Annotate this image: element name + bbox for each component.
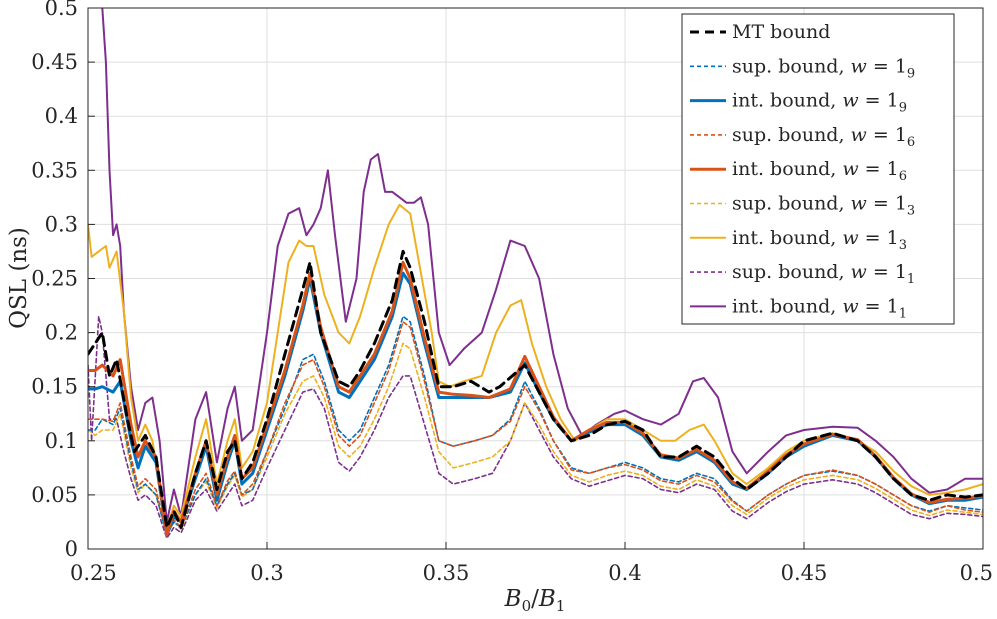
legend-entry: sup. bound, w = 11 <box>732 261 915 287</box>
tick-marks <box>87 7 984 550</box>
y-tick-label: 0 <box>65 537 78 561</box>
y-tick-label: 0.05 <box>31 483 78 507</box>
y-tick-label: 0.35 <box>31 158 78 182</box>
legend-entry: sup. bound, w = 16 <box>732 124 915 150</box>
legend-entry: sup. bound, w = 19 <box>732 55 915 81</box>
series-line <box>101 8 983 523</box>
x-tick-label: 0.3 <box>250 561 283 585</box>
legend-entry: int. bound, w = 13 <box>732 227 907 253</box>
y-tick-label: 0.3 <box>45 212 78 236</box>
y-tick-label: 0.1 <box>45 429 78 453</box>
y-tick-label: 0.4 <box>45 104 78 128</box>
legend-entry: sup. bound, w = 13 <box>732 193 915 219</box>
y-tick-label: 0.15 <box>31 375 78 399</box>
x-tick-label: 0.5 <box>960 561 993 585</box>
x-tick-label: 0.25 <box>70 561 117 585</box>
x-axis-label: B0/B1 <box>504 586 566 615</box>
y-axis-label: QSL (ns) <box>6 227 32 329</box>
x-tick-label: 0.35 <box>423 561 470 585</box>
legend-entry: int. bound, w = 11 <box>732 295 907 321</box>
x-tick-label: 0.4 <box>608 561 641 585</box>
y-tick-label: 0.45 <box>31 50 78 74</box>
y-tick-label: 0.2 <box>45 321 78 345</box>
series-line <box>88 249 983 529</box>
legend: MT bound sup. bound, w = 19 int. bound, w … <box>681 13 955 325</box>
legend-box <box>681 13 955 325</box>
series-line <box>88 321 983 536</box>
legend-entry: int. bound, w = 16 <box>732 158 907 184</box>
series-group <box>88 8 983 539</box>
y-tick-label: 0.25 <box>31 267 78 291</box>
legend-entry: MT bound <box>732 21 830 43</box>
series-line <box>88 315 983 539</box>
x-tick-labels: 0.25 0.3 0.35 0.4 0.45 0.5 <box>70 561 993 585</box>
y-tick-label: 0.5 <box>45 0 78 20</box>
y-tick-labels: 0 0.05 0.1 0.15 0.2 0.25 0.3 0.35 0.4 0.45 0.5 <box>31 0 78 561</box>
x-tick-label: 0.45 <box>781 561 828 585</box>
legend-entry: int. bound, w = 19 <box>732 90 907 116</box>
series-line <box>88 203 983 529</box>
